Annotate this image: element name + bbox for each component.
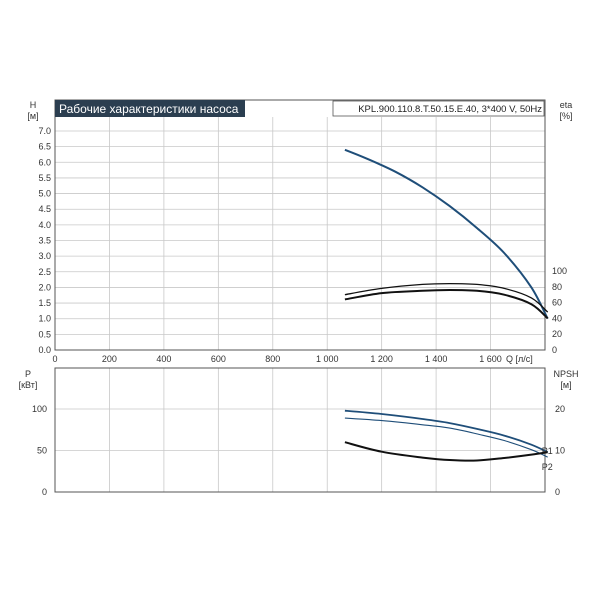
left-axis-unit: [м]	[27, 111, 38, 121]
left-tick-label: 3.5	[38, 236, 51, 246]
top-series	[344, 148, 549, 320]
power-axis-unit: [кВт]	[19, 380, 38, 390]
left-tick-label: 3.0	[38, 251, 51, 261]
model-label: KPL.900.110.8.T.50.15.E.40, 3*400 V, 50H…	[358, 104, 542, 115]
chart-title-box	[55, 100, 245, 117]
bottom-panel: P [кВт] NPSH [м] 0 50 100 0 10 20 P1 P2	[19, 367, 579, 497]
bottom-plot-frame	[54, 367, 546, 493]
npsh-tick-label: 10	[555, 446, 565, 456]
top-series-line-3	[344, 288, 549, 320]
bottom-grid	[55, 368, 545, 493]
bottom-series: P1 P2	[344, 409, 553, 472]
npsh-axis-unit: [м]	[560, 380, 571, 390]
series-label-p1: P1	[542, 446, 553, 456]
right-axis-label: eta	[560, 100, 573, 110]
x-tick-label: 600	[211, 354, 226, 364]
left-tick-label: 1.0	[38, 314, 51, 324]
x-tick-label: 200	[102, 354, 117, 364]
power-tick-label: 0	[42, 487, 47, 497]
x-tick-label: 800	[265, 354, 280, 364]
x-tick-label: 1 600	[479, 354, 502, 364]
left-tick-label: 1.5	[38, 298, 51, 308]
left-tick-label: 4.5	[38, 204, 51, 214]
left-tick-label: 2.0	[38, 282, 51, 292]
x-tick-label: 400	[156, 354, 171, 364]
right-tick-label: 80	[552, 282, 562, 292]
bottom-series-line-3	[344, 441, 548, 462]
right-tick-label: 0	[552, 345, 557, 355]
right-axis-unit: [%]	[559, 111, 572, 121]
top-grid	[55, 117, 545, 351]
x-tick-label: 1 400	[425, 354, 448, 364]
bottom-ticks: 0 50 100 0 10 20	[32, 404, 565, 497]
left-tick-label: 0.5	[38, 329, 51, 339]
top-series-line-2	[344, 282, 549, 313]
bottom-series-line-2	[344, 417, 548, 458]
left-tick-label: 5.5	[38, 173, 51, 183]
top-panel: Рабочие характеристики насоса KPL.900.11…	[27, 99, 573, 364]
top-ticks: 0 200 400 600 800 1 000 1 200 1 400 1 6000.00.51…	[38, 126, 567, 364]
npsh-axis-label: NPSH	[553, 369, 578, 379]
right-tick-label: 100	[552, 266, 567, 276]
right-tick-label: 40	[552, 313, 562, 323]
x-axis-label: Q [л/с]	[506, 354, 533, 364]
left-axis-label: H	[30, 100, 37, 110]
npsh-tick-label: 0	[555, 487, 560, 497]
bottom-series-line-1	[344, 409, 549, 454]
left-tick-label: 6.0	[38, 157, 51, 167]
top-series-line-1	[344, 148, 549, 320]
left-tick-label: 4.0	[38, 220, 51, 230]
left-tick-label: 6.5	[38, 142, 51, 152]
right-tick-label: 60	[552, 298, 562, 308]
series-label-p2: P2	[542, 462, 553, 472]
left-tick-label: 5.0	[38, 189, 51, 199]
top-plot-frame	[54, 99, 546, 351]
x-tick-label: 1 000	[316, 354, 339, 364]
chart-title: Рабочие характеристики насоса	[59, 102, 239, 116]
x-tick-label: 1 200	[370, 354, 393, 364]
power-tick-label: 50	[37, 446, 47, 456]
power-axis-label: P	[25, 369, 31, 379]
left-tick-label: 2.5	[38, 267, 51, 277]
x-tick-label: 0	[52, 354, 57, 364]
model-box	[332, 100, 545, 117]
left-tick-label: 0.0	[38, 345, 51, 355]
npsh-tick-label: 20	[555, 404, 565, 414]
power-tick-label: 100	[32, 404, 47, 414]
right-tick-label: 20	[552, 329, 562, 339]
left-tick-label: 7.0	[38, 126, 51, 136]
